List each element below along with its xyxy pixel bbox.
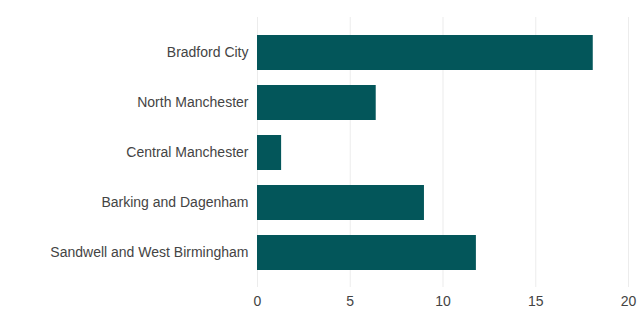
svg-text:20: 20 [621,293,637,309]
svg-text:Bradford City: Bradford City [167,44,249,60]
svg-text:North Manchester: North Manchester [137,94,249,110]
svg-text:5: 5 [346,293,354,309]
svg-text:0: 0 [254,293,262,309]
svg-text:Sandwell and West Birmingham: Sandwell and West Birmingham [50,244,248,260]
svg-text:Central Manchester: Central Manchester [126,144,249,160]
svg-text:10: 10 [435,293,451,309]
svg-text:15: 15 [528,293,544,309]
svg-text:Barking and Dagenham: Barking and Dagenham [101,194,248,210]
